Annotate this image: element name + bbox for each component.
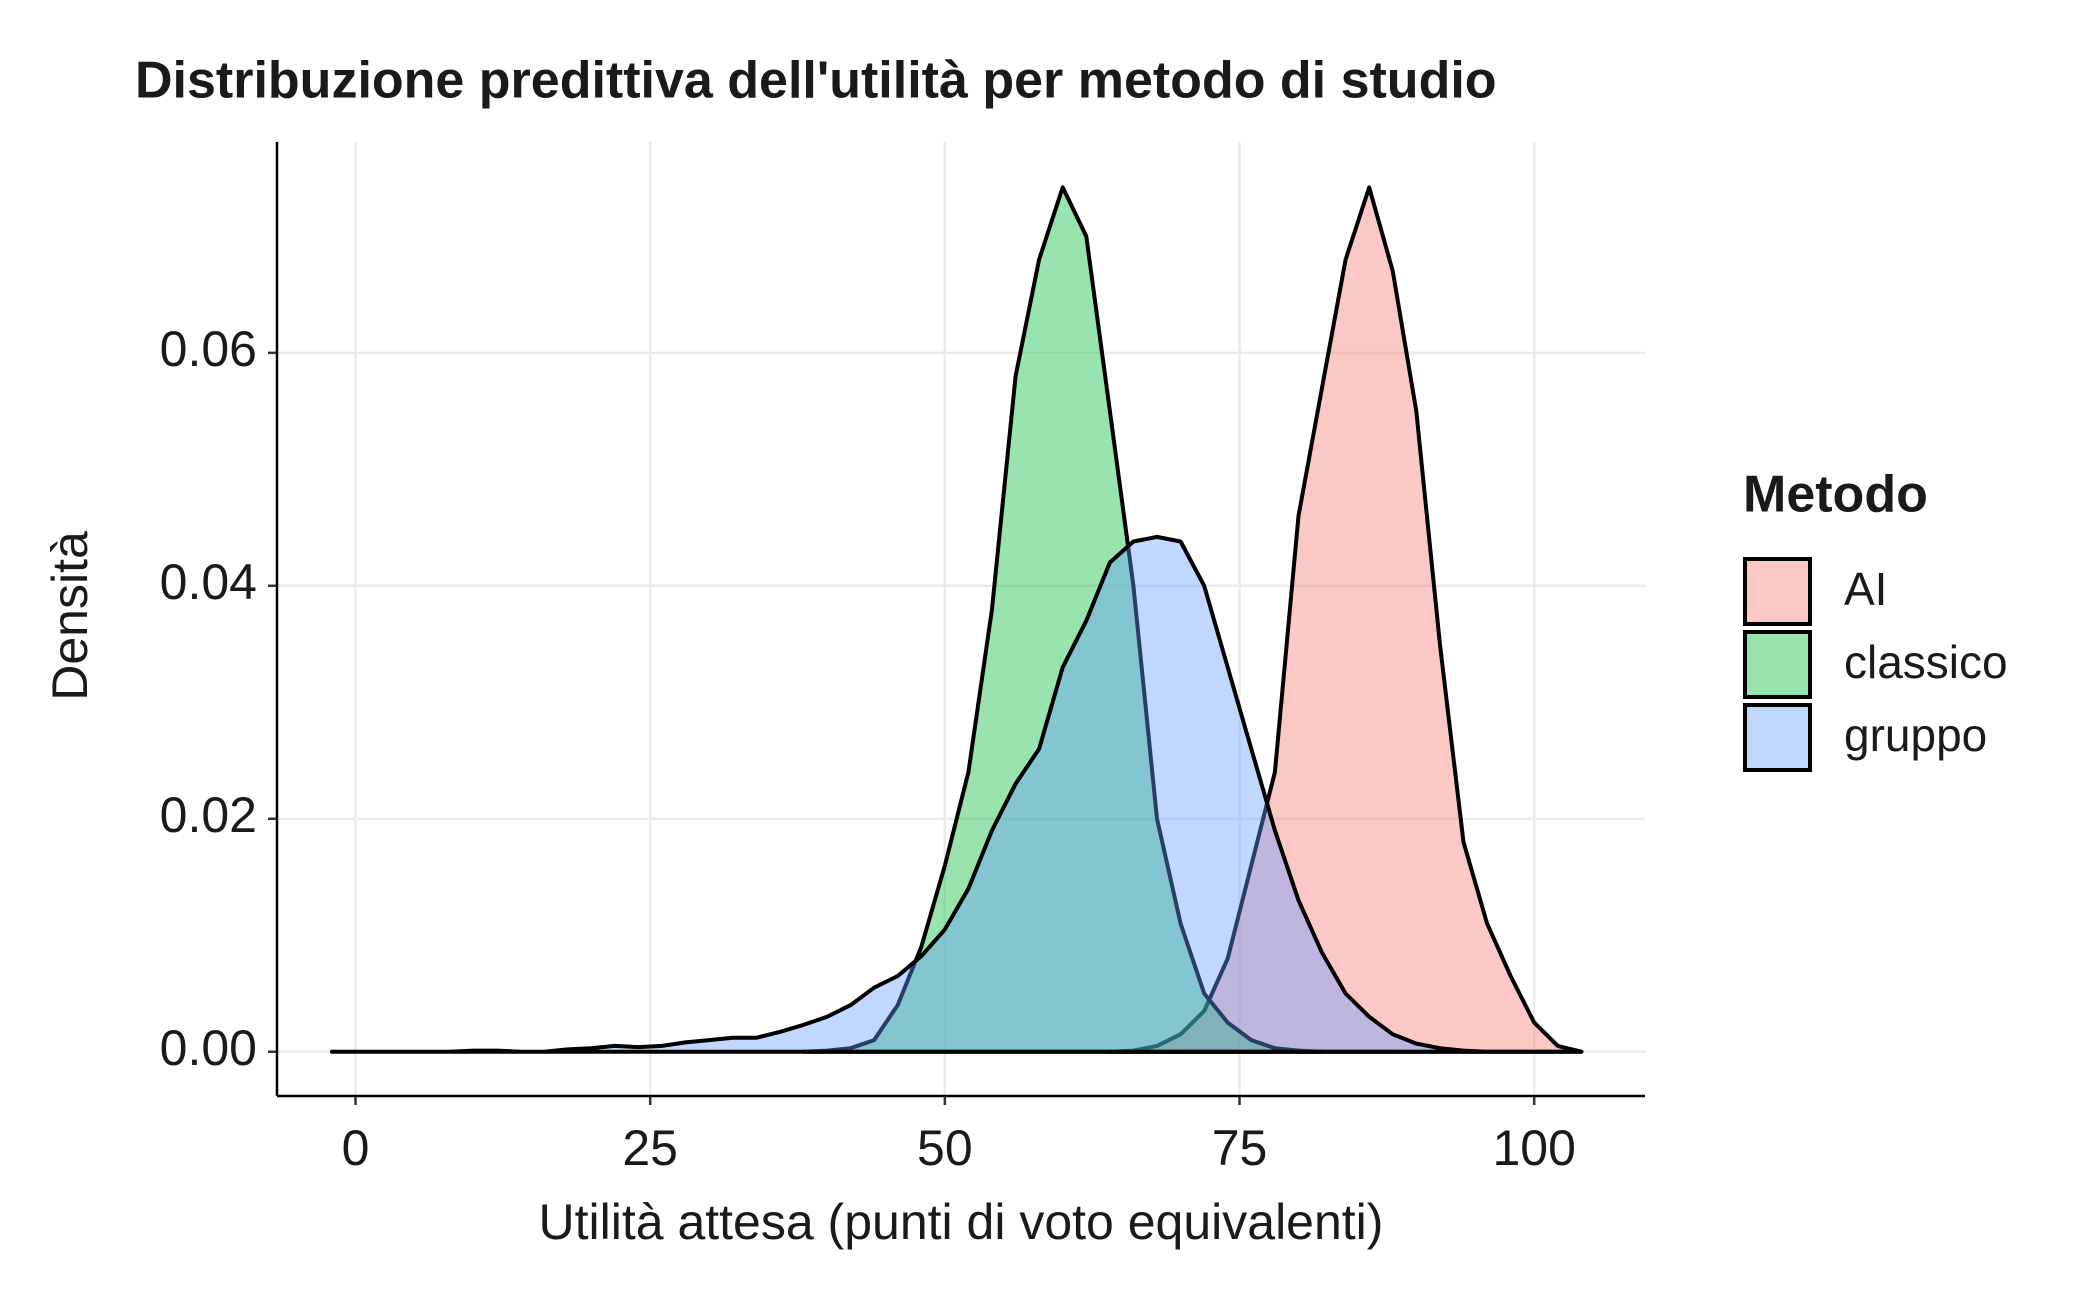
x-axis-title: Utilità attesa (punti di voto equivalent… — [539, 1194, 1384, 1250]
legend-label: classico — [1844, 636, 2008, 688]
y-axis-title: Densità — [42, 531, 98, 701]
x-tick-label: 75 — [1212, 1120, 1268, 1176]
y-tick-label: 0.04 — [160, 554, 257, 610]
chart-title: Distribuzione predittiva dell'utilità pe… — [135, 52, 1497, 110]
y-tick-label: 0.02 — [160, 787, 257, 843]
density-area — [801, 185, 1324, 1054]
y-tick-label: 0.06 — [160, 321, 257, 377]
legend-key — [1743, 630, 1812, 699]
density-area — [1107, 185, 1584, 1054]
x-tick-label: 100 — [1492, 1120, 1575, 1176]
x-tick-label: 25 — [622, 1120, 678, 1176]
x-tick-label: 0 — [342, 1120, 370, 1176]
legend-label: AI — [1844, 563, 1887, 615]
legend-key — [1743, 703, 1812, 772]
legend-label: gruppo — [1844, 709, 1987, 761]
x-tick-label: 50 — [917, 1120, 973, 1176]
density-area — [329, 534, 1584, 1054]
legend-title: Metodo — [1743, 466, 1928, 524]
y-tick-label: 0.00 — [160, 1020, 257, 1076]
legend-key — [1743, 557, 1812, 626]
